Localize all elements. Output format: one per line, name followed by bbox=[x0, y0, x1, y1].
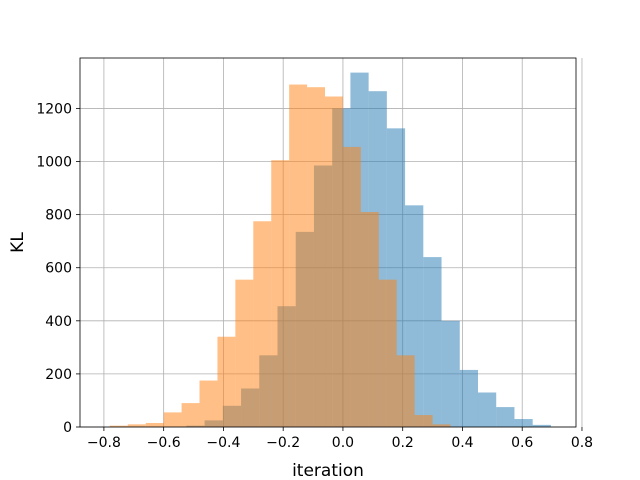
y-tick-label: 400 bbox=[45, 314, 72, 330]
histogram-bar bbox=[235, 279, 254, 427]
histogram-series-2 bbox=[109, 84, 451, 428]
histogram-bar bbox=[307, 87, 326, 427]
histogram-bar bbox=[432, 424, 451, 427]
histogram-bar bbox=[271, 160, 290, 428]
histogram-bar bbox=[378, 279, 397, 427]
x-tick-label: −0.6 bbox=[147, 435, 181, 451]
histogram-bar bbox=[423, 257, 442, 427]
axis-ticks: −0.8 −0.6 −0.4 −0.2 0.0 0.2 0.4 0.6 0.8 0 200 400 60… bbox=[36, 101, 593, 451]
histogram-bar bbox=[514, 419, 533, 427]
x-tick-label: 0.8 bbox=[571, 435, 593, 451]
histogram-bar bbox=[199, 380, 218, 427]
y-tick-label: 1200 bbox=[36, 101, 72, 117]
x-tick-label: 0.6 bbox=[511, 435, 533, 451]
histogram-bar bbox=[145, 423, 164, 427]
x-tick-label: −0.4 bbox=[206, 435, 240, 451]
histogram-bar bbox=[532, 424, 551, 427]
x-tick-label: 0.0 bbox=[332, 435, 354, 451]
histogram-bar bbox=[360, 211, 379, 427]
histogram-bar bbox=[163, 412, 182, 427]
y-tick-label: 600 bbox=[45, 261, 72, 277]
histogram-bar bbox=[217, 336, 236, 427]
x-tick-label: 0.4 bbox=[451, 435, 473, 451]
histogram-bar bbox=[109, 425, 128, 427]
y-tick-label: 0 bbox=[63, 420, 72, 436]
histogram-bar bbox=[253, 221, 272, 427]
plot-frame bbox=[79, 57, 577, 428]
y-axis-label: KL bbox=[8, 232, 28, 253]
x-tick-label: −0.8 bbox=[87, 435, 121, 451]
histogram-bars bbox=[109, 72, 551, 428]
histogram-bar bbox=[459, 369, 478, 427]
histogram-bar bbox=[496, 407, 515, 427]
histogram-bar bbox=[127, 424, 146, 427]
y-tick-label: 200 bbox=[45, 367, 72, 383]
x-tick-label: −0.2 bbox=[266, 435, 300, 451]
histogram-bar bbox=[289, 84, 308, 428]
histogram-bar bbox=[477, 392, 497, 427]
histogram-bar bbox=[396, 355, 415, 427]
y-tick-label: 1000 bbox=[36, 155, 72, 171]
histogram-bar bbox=[414, 415, 433, 427]
histogram-bar bbox=[181, 403, 200, 427]
histogram-bar bbox=[441, 320, 460, 427]
histogram-bar bbox=[325, 96, 343, 428]
x-axis-label: iteration bbox=[292, 461, 364, 480]
x-tick-label: 0.2 bbox=[392, 435, 414, 451]
histogram-bar bbox=[342, 146, 361, 428]
y-tick-label: 800 bbox=[45, 208, 72, 224]
